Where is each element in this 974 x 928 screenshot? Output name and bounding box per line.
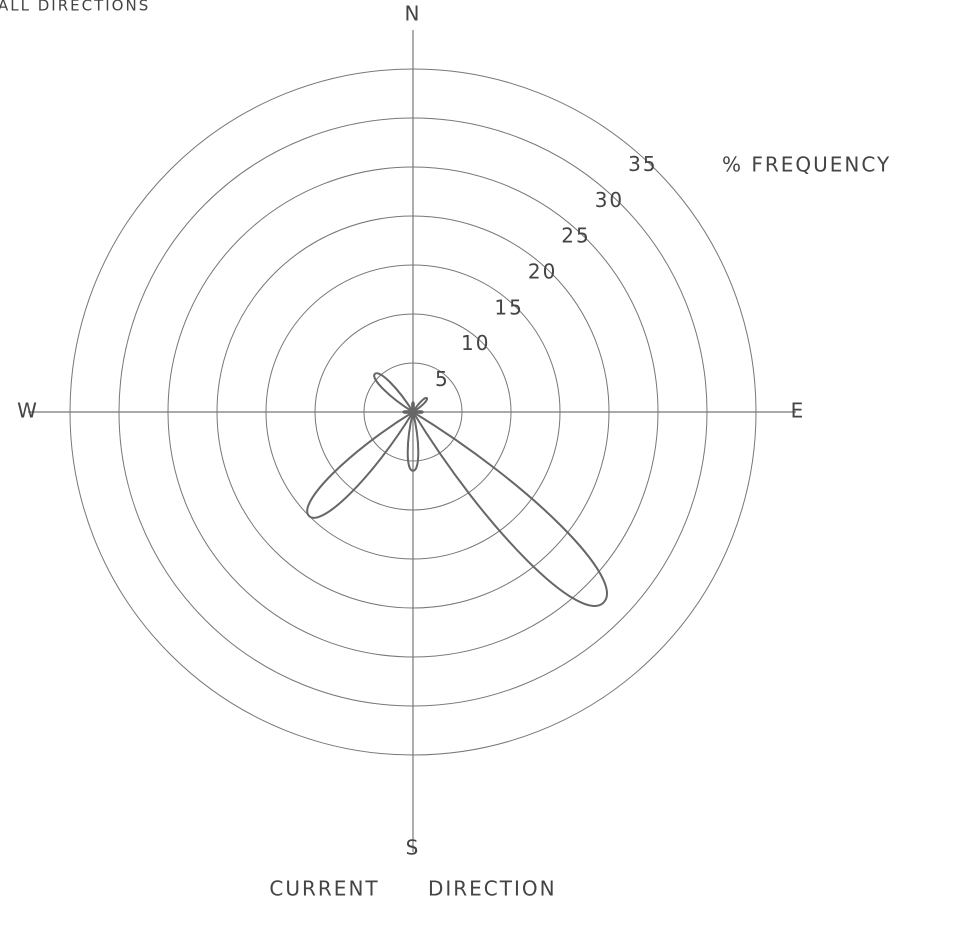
petal [306, 411, 414, 519]
r-tick-label: 10 [461, 331, 490, 355]
grid-ring [265, 264, 561, 560]
direction-label: S [406, 836, 421, 860]
r-tick-label: 30 [595, 188, 624, 212]
direction-label: N [405, 2, 422, 26]
petal [412, 411, 608, 607]
petal [402, 410, 414, 414]
unit-label: % FREQUENCY [722, 153, 891, 177]
axis-label: CURRENT DIRECTION [269, 877, 556, 901]
direction-label: W [17, 399, 39, 423]
petal [411, 401, 415, 413]
grid-ring [69, 68, 757, 756]
r-tick-label: 15 [494, 295, 523, 319]
grid-ring [216, 215, 610, 609]
r-tick-label: 20 [528, 260, 557, 284]
chart-title: ALL DIRECTIONS [0, 0, 150, 15]
r-tick-label: 5 [435, 367, 450, 391]
r-tick-label: 25 [561, 224, 590, 248]
r-tick-label: 35 [628, 152, 657, 176]
grid-ring [314, 313, 512, 511]
grid-ring [118, 117, 708, 707]
direction-label: E [791, 399, 806, 423]
petal [412, 410, 424, 414]
petal [412, 396, 429, 413]
grid-ring [167, 166, 659, 658]
petal [373, 372, 414, 413]
